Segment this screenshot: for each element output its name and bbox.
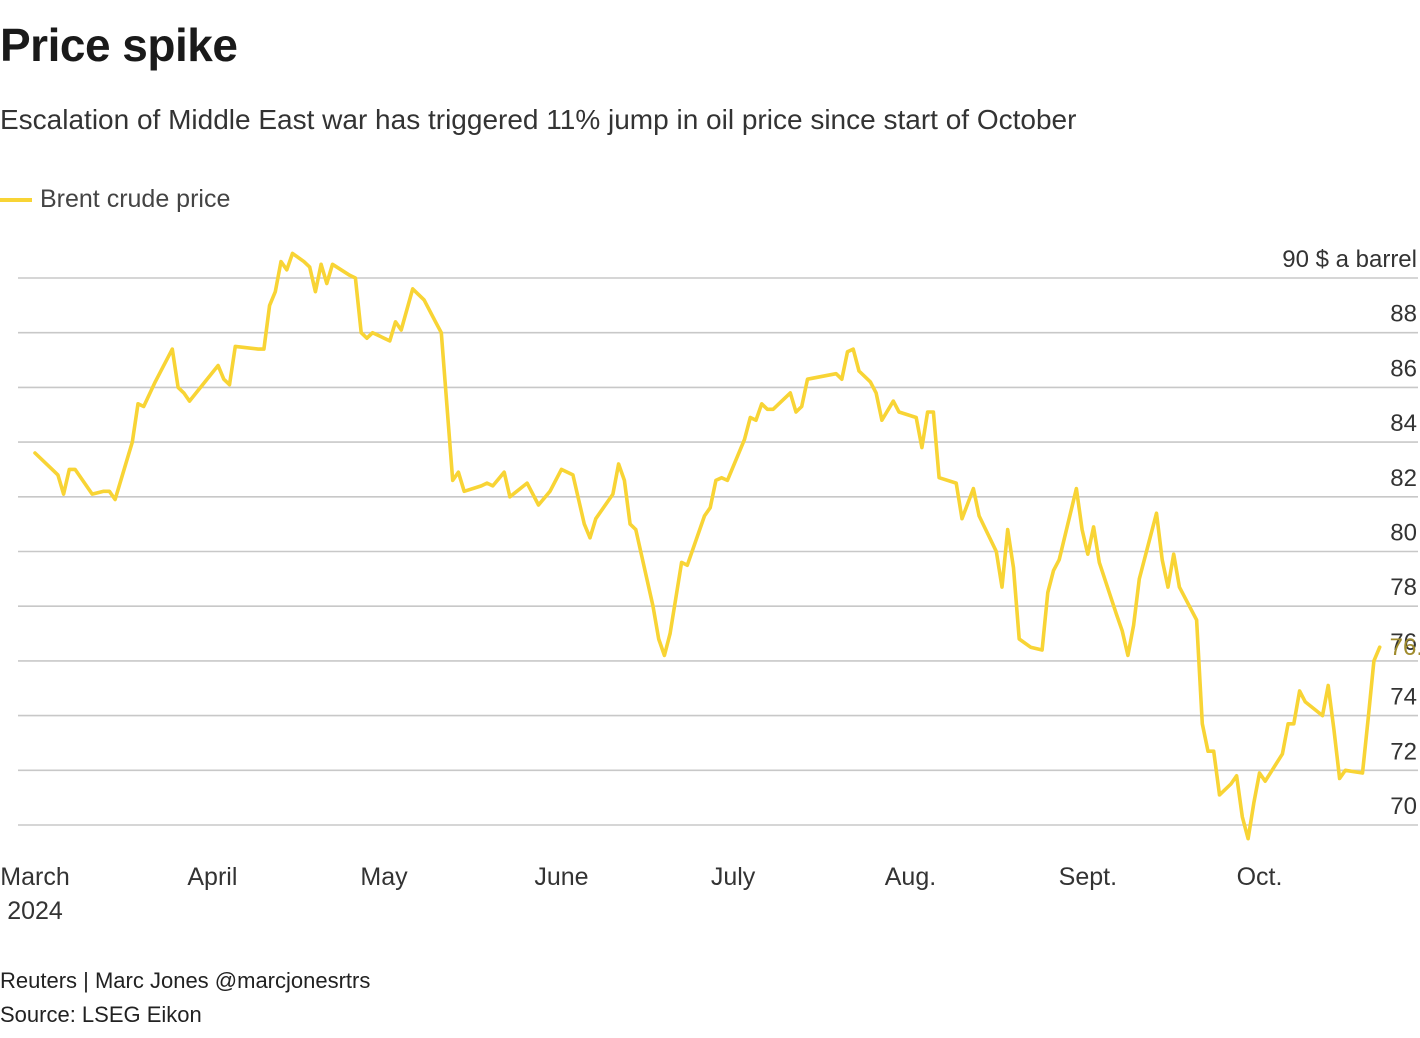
- x-tick-sublabel: 2024: [7, 897, 63, 925]
- y-tick-label: 88: [1390, 301, 1417, 328]
- x-tick-label: Oct.: [1237, 863, 1283, 891]
- x-tick-label: June: [534, 863, 588, 891]
- chart-title: Price spike: [0, 19, 238, 71]
- source-line: Source: LSEG Eikon: [0, 1002, 202, 1027]
- end-value-label: 76.5: [1390, 634, 1420, 661]
- x-tick-label: Aug.: [885, 863, 936, 891]
- x-tick-label: April: [187, 863, 237, 891]
- legend-swatch: [0, 197, 32, 202]
- y-tick-label: 74: [1390, 684, 1417, 711]
- x-tick-label: March: [0, 863, 69, 891]
- y-tick-label: 80: [1390, 520, 1417, 547]
- y-tick-label: 90 $ a barrel: [1282, 246, 1417, 273]
- line-chart: 70 72 74 76 78 80 82 84 86 88 90 $ a barrel March 20…: [0, 246, 1420, 925]
- legend: Brent crude price: [0, 185, 230, 214]
- y-tick-label: 84: [1390, 410, 1417, 437]
- y-tick-label: 86: [1390, 355, 1417, 382]
- x-tick-label: July: [711, 863, 756, 891]
- y-tick-label: 78: [1390, 574, 1417, 601]
- y-tick-label: 82: [1390, 465, 1417, 492]
- chart-subtitle: Escalation of Middle East war has trigge…: [0, 104, 1077, 135]
- series-line-brent: [33, 251, 1382, 841]
- credit-line: Reuters | Marc Jones @marcjonesrtrs: [0, 968, 371, 993]
- legend-label: Brent crude price: [40, 185, 231, 213]
- y-tick-label: 72: [1390, 738, 1417, 765]
- y-tick-label: 76: [1390, 629, 1417, 656]
- x-tick-label: May: [360, 863, 408, 891]
- x-tick-label: Sept.: [1059, 863, 1117, 891]
- y-tick-label: 70: [1390, 793, 1417, 820]
